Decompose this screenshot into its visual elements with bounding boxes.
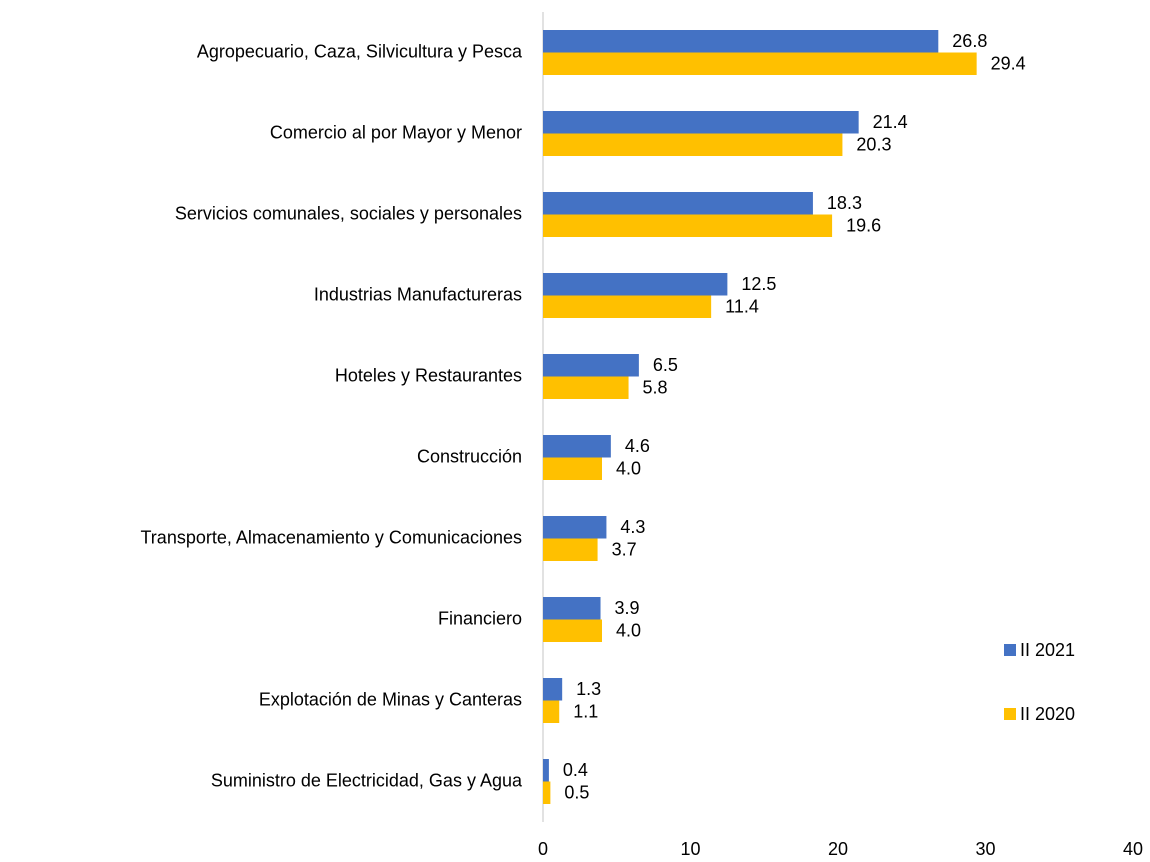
bar (543, 619, 602, 642)
data-label: 5.8 (643, 378, 668, 398)
bar (543, 516, 607, 539)
legend-label: II 2020 (1020, 704, 1075, 724)
data-label: 18.3 (827, 193, 862, 213)
data-label: 3.9 (615, 598, 640, 618)
y-tick-label: Industrias Manufactureras (314, 284, 522, 304)
data-label: 21.4 (873, 112, 908, 132)
y-tick-label: Financiero (438, 608, 522, 628)
x-tick-label: 20 (828, 839, 848, 859)
bar (543, 781, 551, 804)
data-label: 3.7 (612, 540, 637, 560)
y-tick-label: Transporte, Almacenamiento y Comunicacio… (140, 527, 522, 547)
x-tick-label: 0 (538, 839, 548, 859)
data-label: 26.8 (952, 31, 987, 51)
y-tick-label: Construcción (417, 446, 522, 466)
bar (543, 30, 939, 53)
bar (543, 111, 859, 134)
data-label: 6.5 (653, 355, 678, 375)
data-label: 11.4 (725, 297, 759, 317)
y-tick-label: Comercio al por Mayor y Menor (270, 122, 522, 142)
bar (543, 273, 728, 296)
data-label: 4.3 (620, 517, 645, 537)
data-label: 4.6 (625, 436, 650, 456)
data-label: 0.5 (564, 783, 589, 803)
data-label: 12.5 (741, 274, 776, 294)
y-tick-label: Explotación de Minas y Canteras (259, 689, 522, 709)
bar (543, 354, 639, 377)
y-tick-label: Suministro de Electricidad, Gas y Agua (211, 770, 523, 790)
bar (543, 700, 560, 723)
legend-swatch (1004, 708, 1016, 720)
bar (543, 678, 563, 701)
bar (543, 192, 813, 215)
x-tick-label: 30 (975, 839, 995, 859)
data-label: 1.3 (576, 679, 601, 699)
bar (543, 295, 712, 318)
y-tick-label: Agropecuario, Caza, Silvicultura y Pesca (197, 41, 523, 61)
bar (543, 759, 549, 782)
legend-label: II 2021 (1020, 640, 1075, 660)
legend-swatch (1004, 644, 1016, 656)
data-label: 29.4 (991, 54, 1026, 74)
data-label: 20.3 (856, 135, 891, 155)
bar (543, 52, 977, 75)
bar (543, 597, 601, 620)
x-tick-label: 10 (680, 839, 700, 859)
bar (543, 133, 843, 156)
data-label: 4.0 (616, 621, 641, 641)
bar (543, 376, 629, 399)
data-label: 4.0 (616, 459, 641, 479)
bar (543, 457, 602, 480)
data-label: 1.1 (573, 702, 598, 722)
bar (543, 435, 611, 458)
data-label: 0.4 (563, 760, 588, 780)
bar (543, 214, 833, 237)
x-tick-label: 40 (1123, 839, 1143, 859)
data-label: 19.6 (846, 216, 881, 236)
y-tick-label: Servicios comunales, sociales y personal… (175, 203, 522, 223)
y-tick-label: Hoteles y Restaurantes (335, 365, 522, 385)
bar (543, 538, 598, 561)
